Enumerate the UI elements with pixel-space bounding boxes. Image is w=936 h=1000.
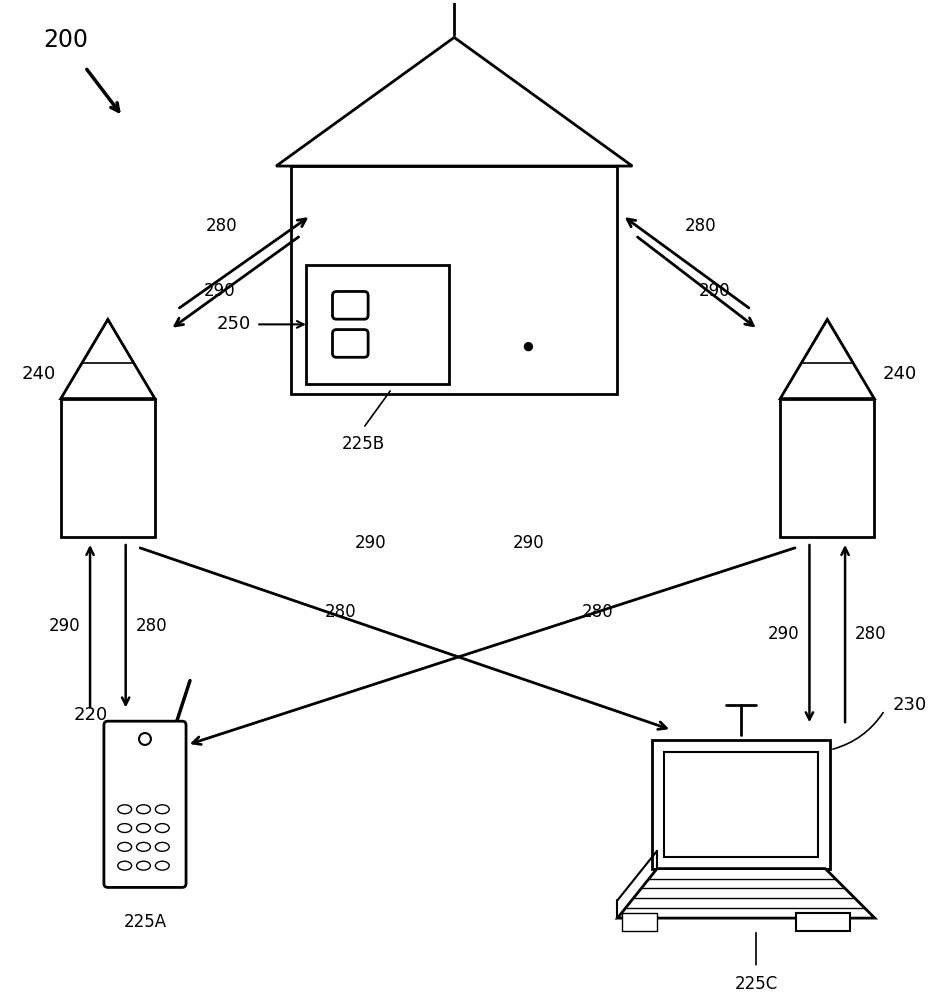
Text: 230: 230 <box>892 696 926 714</box>
Text: 280: 280 <box>206 217 237 235</box>
Bar <box>383 332 438 344</box>
Ellipse shape <box>137 805 151 814</box>
Text: 290: 290 <box>512 534 544 552</box>
Bar <box>410 298 432 310</box>
Bar <box>383 298 404 310</box>
Polygon shape <box>780 319 873 399</box>
Bar <box>508 186 587 250</box>
Bar <box>780 399 873 537</box>
Ellipse shape <box>118 824 131 833</box>
Text: 220: 220 <box>73 706 108 724</box>
Bar <box>305 265 448 384</box>
Ellipse shape <box>137 861 151 870</box>
FancyBboxPatch shape <box>104 721 186 887</box>
Text: 280: 280 <box>581 603 613 621</box>
Bar <box>61 399 154 537</box>
Text: 290: 290 <box>768 625 798 643</box>
Bar <box>290 166 617 394</box>
Ellipse shape <box>118 842 131 851</box>
Polygon shape <box>276 37 632 166</box>
Text: 280: 280 <box>324 603 356 621</box>
Ellipse shape <box>137 824 151 833</box>
Ellipse shape <box>155 805 169 814</box>
Text: 200: 200 <box>43 28 88 52</box>
FancyBboxPatch shape <box>332 330 368 357</box>
Text: 280: 280 <box>854 625 885 643</box>
Text: 225B: 225B <box>342 435 385 453</box>
Circle shape <box>139 733 151 745</box>
Ellipse shape <box>155 824 169 833</box>
Ellipse shape <box>137 842 151 851</box>
Text: 250: 250 <box>217 315 251 333</box>
Text: 240: 240 <box>22 365 55 383</box>
Text: 225A: 225A <box>124 913 167 931</box>
Circle shape <box>524 343 532 351</box>
Bar <box>320 186 400 250</box>
Bar <box>122 872 168 885</box>
Text: 280: 280 <box>684 217 716 235</box>
Bar <box>664 752 817 857</box>
Bar <box>795 913 849 931</box>
Bar <box>383 350 438 362</box>
Bar <box>518 300 578 394</box>
Bar <box>116 753 174 790</box>
Bar <box>383 280 404 292</box>
Polygon shape <box>61 319 154 399</box>
Bar <box>622 913 656 931</box>
Text: 225C: 225C <box>734 975 777 993</box>
Ellipse shape <box>155 842 169 851</box>
Ellipse shape <box>118 805 131 814</box>
Text: 240: 240 <box>881 365 915 383</box>
Bar <box>410 280 432 292</box>
Text: 280: 280 <box>136 617 167 635</box>
Bar <box>651 740 829 869</box>
Ellipse shape <box>155 861 169 870</box>
Ellipse shape <box>118 861 131 870</box>
Text: 290: 290 <box>698 282 729 300</box>
Text: 290: 290 <box>49 617 80 635</box>
Text: 290: 290 <box>204 282 235 300</box>
FancyBboxPatch shape <box>332 291 368 319</box>
Polygon shape <box>617 869 874 918</box>
Text: 290: 290 <box>354 534 386 552</box>
